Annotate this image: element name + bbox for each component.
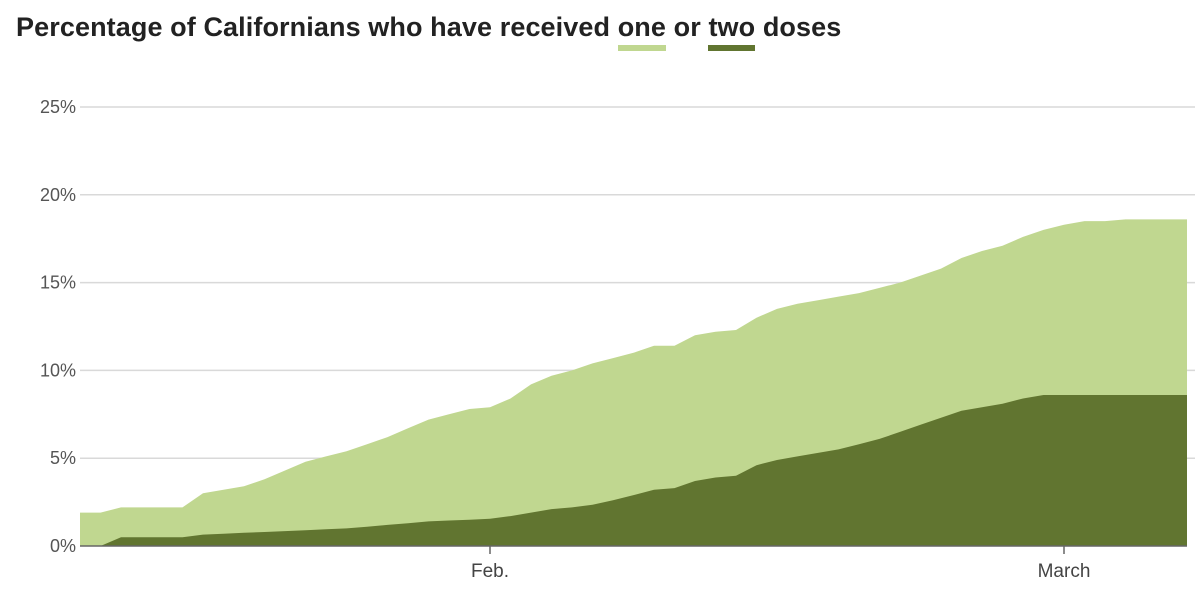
y-tick-label: 25% [40, 97, 76, 117]
x-tick-label: Feb. [471, 561, 509, 582]
title-middle: or [666, 12, 709, 42]
y-tick-label: 5% [50, 448, 76, 468]
legend-key-two: two [708, 12, 756, 51]
y-tick-label: 0% [50, 536, 76, 556]
y-tick-label: 15% [40, 273, 76, 293]
series-areas [80, 219, 1187, 546]
axes: 0% 5% 10% 15% 20% 25% Feb. March [40, 97, 1187, 582]
legend-key-one: one [617, 12, 667, 51]
y-tick-label: 20% [40, 185, 76, 205]
title-prefix: Percentage of Californians who have rece… [16, 12, 618, 42]
y-tick-label: 10% [40, 360, 76, 380]
chart-title: Percentage of Californians who have rece… [16, 12, 841, 51]
area-series-two [80, 395, 1187, 546]
title-suffix: doses [755, 12, 842, 42]
x-tick-label: March [1038, 561, 1091, 582]
